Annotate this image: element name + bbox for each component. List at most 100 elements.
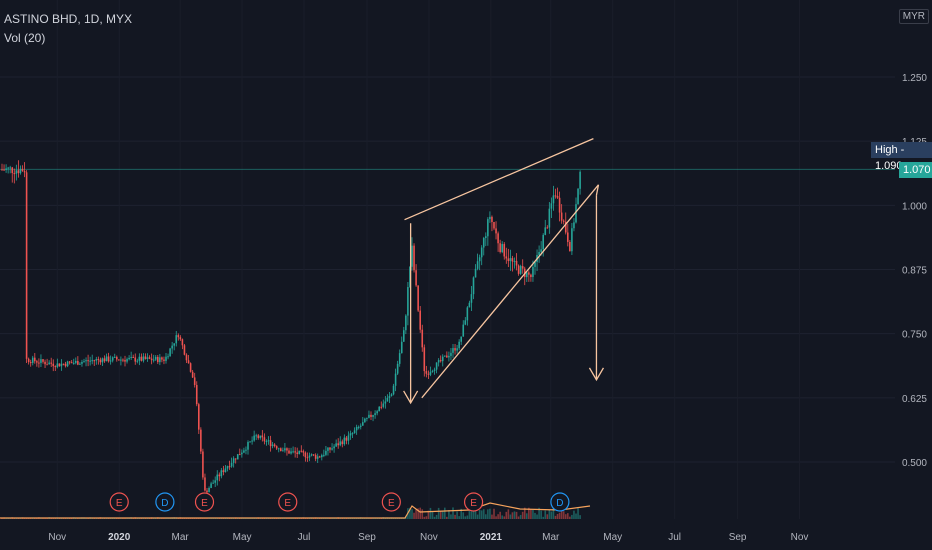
volume-bar [308,518,311,519]
candle-body [513,260,516,262]
candle-body [532,266,534,278]
candle-body [85,360,87,362]
candle-body [435,362,438,370]
volume-bar [321,518,323,519]
candle-body [95,359,98,361]
volume-bar [120,518,122,519]
volume-indicator-label[interactable]: Vol (20) [4,31,46,45]
volume-bar [556,513,559,519]
candle-body [161,357,163,360]
candle-body [450,352,452,356]
volume-bar [163,518,165,519]
candle-body [202,451,204,478]
volume-bar [331,518,333,519]
volume-bar [396,518,399,519]
candle-body [25,172,28,359]
candle-body [567,232,569,242]
candle-body [48,362,50,365]
volume-bar [511,512,514,519]
candle-body [42,359,44,362]
candle-body [107,356,110,362]
candle-body [261,435,264,438]
volume-bar [409,507,411,519]
volume-bar [505,511,508,519]
volume-bar [497,514,499,519]
candle-body [300,450,303,452]
candle-body [339,441,342,446]
symbol-title[interactable]: ASTINO BHD, 1D, MYX [4,12,133,26]
volume-bar [567,513,569,519]
candle-body [423,347,426,372]
volume-bar [77,518,79,519]
arrow-head [588,367,605,382]
time-tick-label: Sep [729,532,747,543]
candle-body [226,466,229,469]
candle-body [288,450,290,454]
candle-body [495,228,497,234]
candle-body [298,450,301,454]
candle-body [444,355,446,357]
time-axis[interactable]: Nov 2020 Mar May Jul Sep Nov 2021 Mar May Jul Sep No… [48,532,808,543]
currency-badge[interactable]: MYR [898,9,929,24]
time-tick-label: Nov [48,532,66,543]
candle-body [52,363,55,367]
volume-bar [433,516,436,519]
candle-body [562,220,565,222]
candle-body [579,171,581,189]
candle-body [421,329,424,348]
volume-bar [564,514,567,519]
volume-bar [392,518,395,519]
volume-bar [513,511,516,519]
volume-bar [482,509,485,519]
volume-bar [575,513,577,519]
candle-body [93,360,96,362]
volume-bar [122,518,124,519]
volume-bar [462,512,465,519]
candle-body [189,363,192,372]
candle-body [1,169,3,171]
candle-body [159,357,161,363]
price-tick-label: 0.750 [902,330,927,341]
candle-body [376,411,378,414]
candle-body [405,315,407,331]
volume-bar [364,518,366,519]
candle-body [206,490,208,493]
volume-bar [58,518,61,519]
candle-body [54,366,57,368]
volume-bar [517,516,520,519]
candle-body [544,227,547,235]
candle-body [384,401,387,404]
volume-bar [558,512,561,519]
candle-body [431,370,434,372]
volume-bar [152,518,155,519]
volume-bar [431,511,434,519]
candle-body [560,212,563,221]
volume-bar [347,518,350,519]
volume-bar [384,518,387,519]
candle-body [321,455,323,458]
volume-bar [376,518,378,519]
candle-body [40,359,42,363]
volume-bar [466,515,469,519]
candle-body [193,377,196,385]
candle-body [357,426,360,428]
trend-drawings[interactable] [403,138,605,405]
candle-body [362,422,364,426]
volume-bar [485,514,487,519]
candle-body [476,261,479,269]
candle-body [271,444,274,447]
candle-body [234,458,237,460]
candle-body [528,272,530,275]
candle-body [390,394,393,397]
candle-body [419,310,421,330]
event-marker-label: E [116,498,123,509]
volume-bar [544,510,547,519]
volume-bar [253,518,255,519]
candle-body [11,167,14,174]
candle-body [118,359,120,361]
earnings-marker [381,492,401,512]
